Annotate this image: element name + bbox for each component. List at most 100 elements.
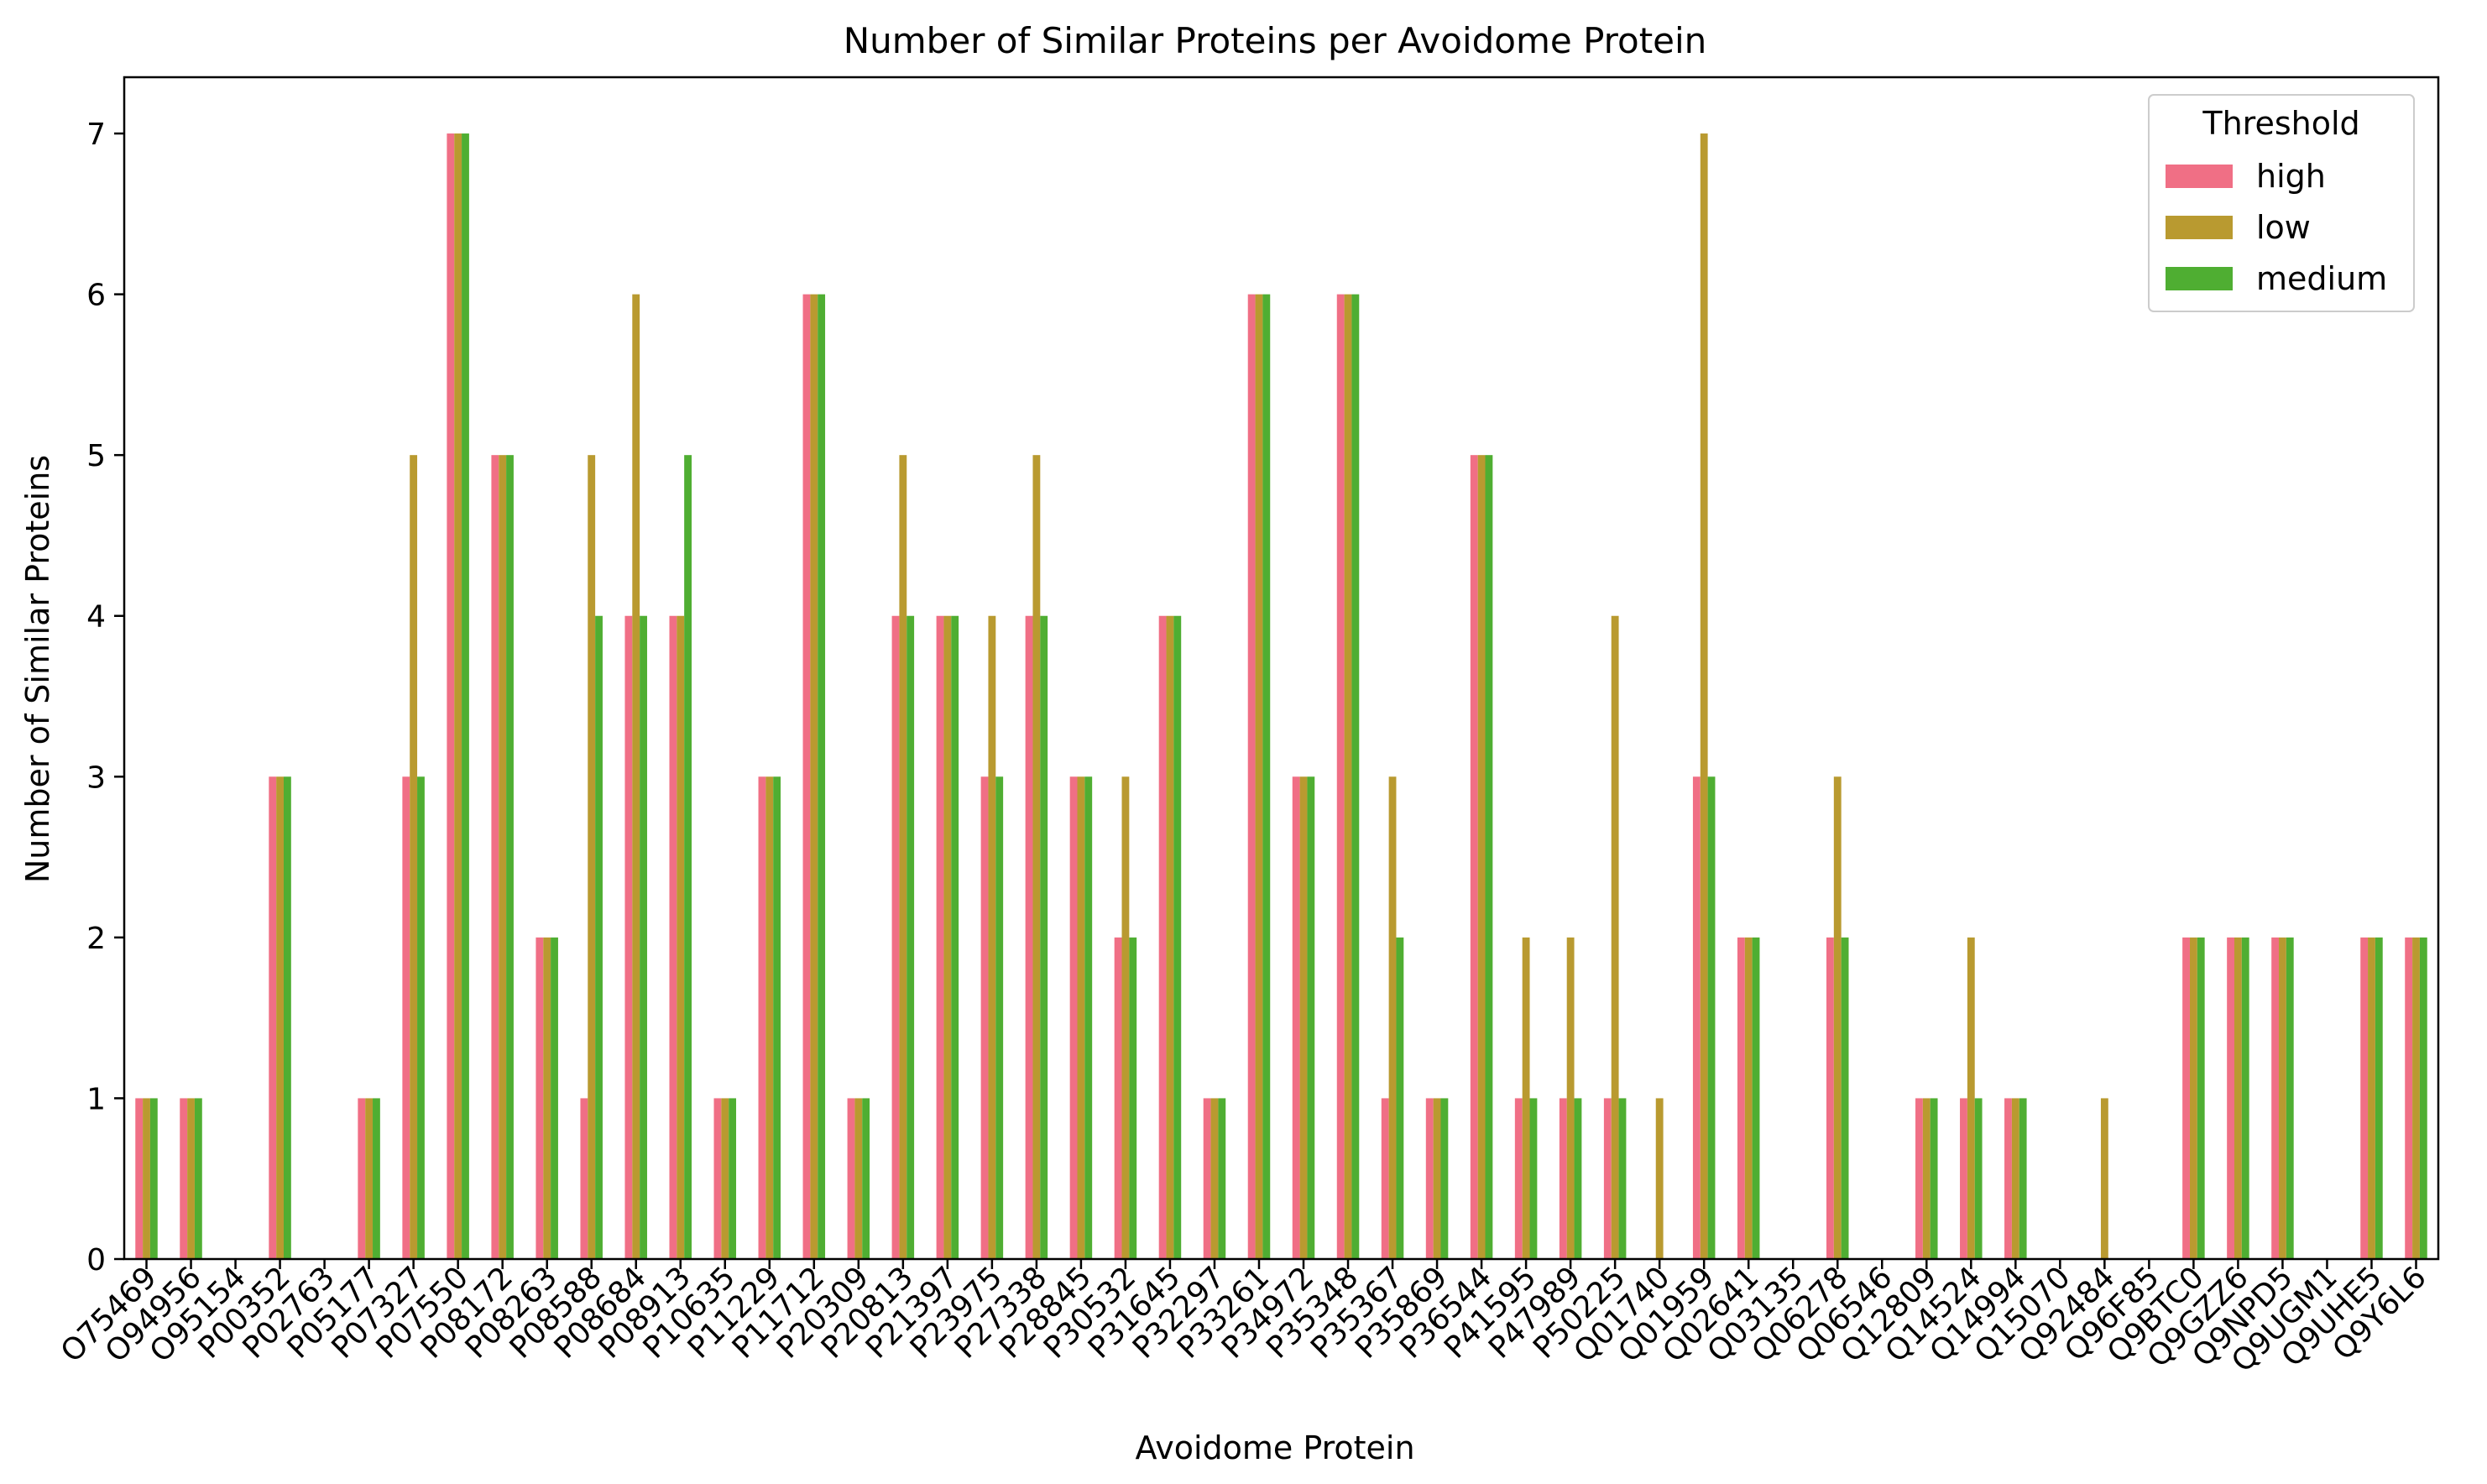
bar-medium-P34972 <box>1307 776 1315 1259</box>
bar-low-P34972 <box>1299 776 1308 1259</box>
bar-high-P20309 <box>847 1098 855 1259</box>
y-tick-label: 2 <box>86 922 106 956</box>
bar-medium-P28845 <box>1084 776 1093 1259</box>
bar-medium-Q02641 <box>1752 937 1760 1259</box>
bar-medium-P23975 <box>995 776 1004 1259</box>
bar-low-P08684 <box>632 294 640 1259</box>
bar-medium-P33261 <box>1262 294 1271 1259</box>
bar-low-P08263 <box>543 937 551 1259</box>
legend-label-high: high <box>2256 158 2326 195</box>
bar-high-P32297 <box>1203 1098 1211 1259</box>
bar-medium-P10635 <box>729 1098 737 1259</box>
bar-low-P07327 <box>410 455 418 1259</box>
bar-medium-Q9NPD5 <box>2286 937 2294 1259</box>
bar-medium-P08263 <box>551 937 558 1259</box>
bar-low-P08588 <box>588 455 596 1259</box>
bar-medium-Q06278 <box>1841 937 1849 1259</box>
bar-high-P11712 <box>802 294 811 1259</box>
y-tick-label: 7 <box>86 118 106 152</box>
bar-medium-Q14994 <box>2019 1098 2027 1259</box>
bar-high-P28845 <box>1069 776 1078 1259</box>
bar-medium-P08913 <box>684 455 692 1259</box>
bar-high-P35869 <box>1425 1098 1434 1259</box>
bar-medium-P11712 <box>818 294 826 1259</box>
bar-low-Q9UHE5 <box>2368 937 2375 1259</box>
bar-low-P47989 <box>1566 937 1575 1259</box>
bar-medium-P00352 <box>283 776 291 1259</box>
bar-high-P33261 <box>1247 294 1256 1259</box>
legend-title: Threshold <box>2202 105 2359 142</box>
bar-high-Q14524 <box>1960 1098 1967 1259</box>
bar-high-P08684 <box>624 615 633 1259</box>
bar-low-P35869 <box>1433 1098 1441 1259</box>
bar-medium-P36544 <box>1485 455 1493 1259</box>
bar-low-P23975 <box>988 615 996 1259</box>
bar-medium-Q12809 <box>1930 1098 1938 1259</box>
bar-high-P35348 <box>1336 294 1345 1259</box>
bar-high-P41595 <box>1514 1098 1523 1259</box>
bar-medium-P30532 <box>1129 937 1137 1259</box>
bar-medium-P08684 <box>640 615 647 1259</box>
bar-high-P20813 <box>891 615 900 1259</box>
bar-medium-P50225 <box>1618 1098 1627 1259</box>
bar-high-P35367 <box>1381 1098 1389 1259</box>
bar-high-O94956 <box>180 1098 188 1259</box>
chart-title: Number of Similar Proteins per Avoidome … <box>844 20 1707 61</box>
bar-low-Q9BTC0 <box>2189 937 2197 1259</box>
bar-medium-P35869 <box>1440 1098 1449 1259</box>
bar-low-P50225 <box>1611 615 1619 1259</box>
bar-low-P10635 <box>721 1098 729 1259</box>
bar-high-P21397 <box>936 615 944 1259</box>
bar-high-Q9UHE5 <box>2360 937 2369 1259</box>
bar-medium-Q14524 <box>1974 1098 1983 1259</box>
bar-high-Q9GZZ6 <box>2227 937 2234 1259</box>
bar-medium-Q01959 <box>1707 776 1716 1259</box>
bar-medium-P07327 <box>417 776 425 1259</box>
bar-high-P23975 <box>980 776 989 1259</box>
bar-low-P21397 <box>943 615 952 1259</box>
bar-medium-P11229 <box>773 776 781 1259</box>
bars-layer <box>135 133 2427 1260</box>
bar-low-Q9NPD5 <box>2279 937 2286 1259</box>
bar-low-O94956 <box>187 1098 195 1259</box>
bar-low-P05177 <box>365 1098 374 1259</box>
y-tick-label: 6 <box>86 279 106 313</box>
bar-low-P20813 <box>899 455 907 1259</box>
bar-low-Q02641 <box>1744 937 1753 1259</box>
bar-low-Q14994 <box>2011 1098 2019 1259</box>
bar-medium-P41595 <box>1529 1098 1538 1259</box>
bar-high-P08588 <box>580 1098 588 1259</box>
bar-high-P08913 <box>669 615 677 1259</box>
y-tick-label: 3 <box>86 760 106 795</box>
bar-medium-P20309 <box>862 1098 870 1259</box>
bar-low-Q12809 <box>1922 1098 1931 1259</box>
bar-low-P00352 <box>276 776 284 1259</box>
y-tick-label: 0 <box>86 1243 106 1278</box>
bar-low-P08172 <box>499 455 507 1259</box>
legend-swatch-high <box>2166 165 2233 188</box>
bar-medium-Q9BTC0 <box>2197 937 2205 1259</box>
bar-low-P20309 <box>854 1098 863 1259</box>
bar-high-P07327 <box>402 776 410 1259</box>
bar-low-Q06278 <box>1833 776 1842 1259</box>
bar-medium-P08172 <box>506 455 514 1259</box>
legend-box <box>2148 94 2415 312</box>
bar-high-P36544 <box>1470 455 1478 1259</box>
bar-low-P33261 <box>1255 294 1263 1259</box>
bar-high-P30532 <box>1114 937 1122 1259</box>
bar-high-Q9Y6L6 <box>2405 937 2413 1259</box>
bar-medium-P47989 <box>1574 1098 1582 1259</box>
bar-low-Q92484 <box>2100 1098 2108 1259</box>
bar-high-P10635 <box>713 1098 722 1259</box>
bar-low-Q9Y6L6 <box>2412 937 2420 1259</box>
bar-medium-Q9UHE5 <box>2375 937 2383 1259</box>
bar-low-P28845 <box>1077 776 1085 1259</box>
bar-medium-O75469 <box>149 1098 158 1259</box>
bar-high-P11229 <box>758 776 766 1259</box>
bar-medium-P20813 <box>907 615 915 1259</box>
bar-medium-P35367 <box>1396 937 1404 1259</box>
bar-low-Q9GZZ6 <box>2234 937 2242 1259</box>
bar-low-P32297 <box>1210 1098 1219 1259</box>
bar-low-P35348 <box>1344 294 1352 1259</box>
bar-low-Q01959 <box>1700 133 1708 1260</box>
